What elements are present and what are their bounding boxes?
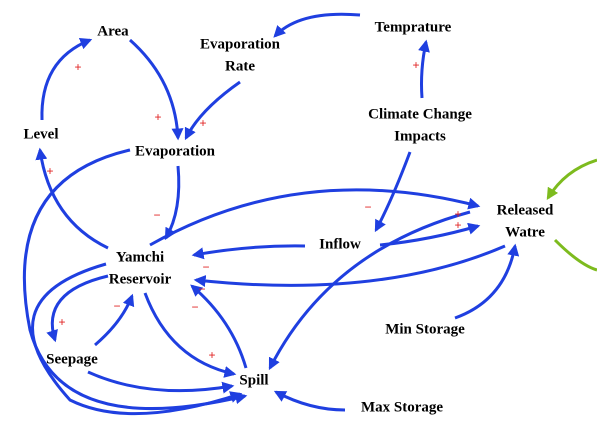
polarity-sign: + — [412, 58, 419, 72]
node-label: Max Storage — [361, 399, 443, 415]
polarity-sign: + — [46, 164, 53, 178]
links — [22, 12, 597, 416]
link — [184, 80, 241, 141]
polarity-sign: − — [364, 200, 371, 214]
node-label: Min Storage — [385, 321, 465, 337]
polarity-sign: − — [153, 208, 160, 222]
polarity-sign: + — [199, 116, 206, 130]
polarity-sign: + — [74, 60, 81, 74]
polarity-sign: + — [454, 207, 461, 221]
node-label: Climate Change — [368, 106, 472, 122]
link — [193, 244, 506, 288]
node-label: Rate — [225, 58, 255, 74]
polarity-sign: − — [113, 299, 120, 313]
link — [273, 12, 361, 38]
link — [374, 151, 412, 233]
polarity-sign: + — [58, 315, 65, 329]
link — [191, 244, 306, 260]
polarity-sign: + — [208, 348, 215, 362]
link — [149, 188, 481, 247]
node-label: Yamchi — [116, 249, 164, 265]
link — [190, 284, 248, 369]
link — [454, 243, 520, 320]
link — [94, 293, 135, 347]
node-label: Temprature — [375, 19, 452, 35]
link — [22, 148, 248, 411]
polarity-sign: − — [202, 260, 209, 274]
node-label: Released — [497, 202, 554, 218]
node-label: Evaporation — [200, 36, 281, 52]
link — [273, 390, 346, 412]
node-label: Area — [97, 23, 129, 39]
link — [268, 210, 471, 371]
node-label: Evaporation — [135, 143, 216, 159]
link — [418, 39, 430, 99]
link — [143, 292, 237, 378]
link — [40, 38, 93, 121]
polarity-sign: − — [198, 282, 205, 296]
link — [164, 165, 181, 241]
link-external — [546, 158, 597, 201]
polarity-sign: + — [154, 110, 161, 124]
link — [31, 262, 243, 416]
link-external — [553, 238, 597, 272]
link — [35, 147, 109, 250]
link — [87, 370, 235, 394]
node-label: Level — [24, 126, 59, 142]
node-label: Spill — [239, 372, 268, 388]
link — [129, 38, 184, 141]
polarity-sign: − — [191, 300, 198, 314]
node-label: Impacts — [394, 128, 446, 144]
node-label: Inflow — [319, 236, 361, 252]
node-label: Reservoir — [109, 271, 172, 287]
node-label: Watre — [505, 224, 545, 240]
polarity-sign: + — [454, 218, 461, 232]
node-label: Seepage — [46, 351, 98, 367]
link — [46, 274, 109, 343]
